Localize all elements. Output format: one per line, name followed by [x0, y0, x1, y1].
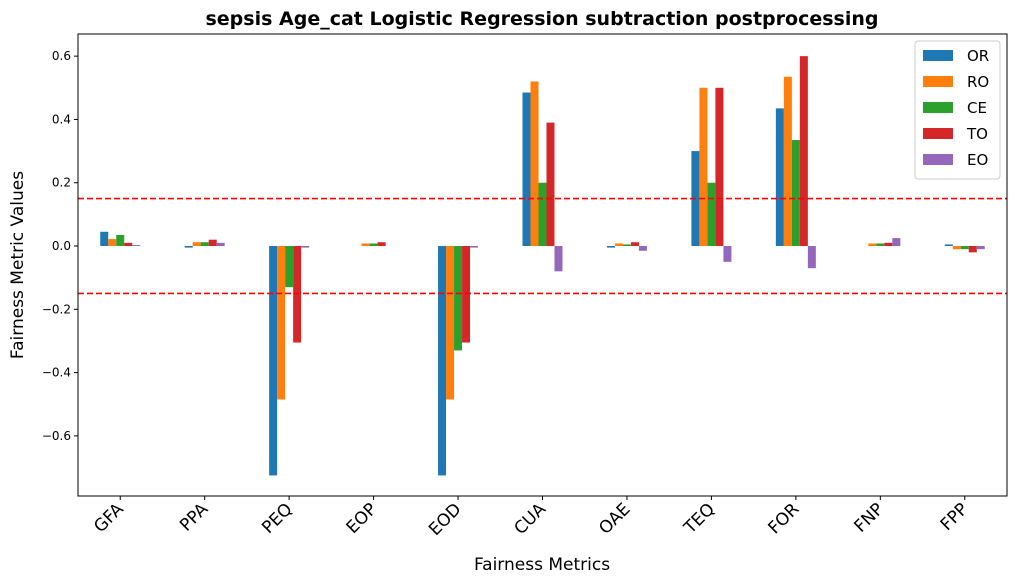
bar-ro-peq — [277, 246, 286, 400]
plot-area: 0.6 0.4 0.2 0.0 −0.2 −0.4 −0.6 GFA PPA PEQ EOP EOD C… — [42, 33, 1008, 540]
y-tick-label: −0.4 — [42, 366, 71, 380]
bar-ce-teq — [707, 182, 716, 247]
bar-ce-eod — [454, 246, 463, 351]
legend-label-to: TO — [966, 125, 988, 143]
bar-to-fpp — [968, 246, 977, 253]
x-tick-label-oae: OAE — [595, 499, 634, 538]
bar-to-oae — [630, 242, 639, 247]
bar-ro-teq — [699, 87, 708, 247]
bar-or-oae — [606, 246, 615, 248]
bar-to-cua — [546, 122, 555, 247]
x-tick-label-fnp: FNP — [851, 499, 888, 536]
legend-swatch-or — [923, 50, 953, 61]
bar-ce-gfa — [116, 234, 125, 247]
y-tick-label: 0.2 — [52, 176, 71, 190]
bar-or-peq — [269, 246, 278, 476]
bar-eo-gfa — [132, 245, 141, 247]
y-tick-label: −0.2 — [42, 302, 71, 316]
bar-eo-peq — [301, 246, 310, 248]
bar-ce-fnp — [876, 243, 885, 247]
bar-ce-peq — [285, 246, 294, 288]
x-tick-label-peq: PEQ — [258, 499, 296, 537]
bar-eo-fnp — [892, 238, 901, 247]
y-tick-label: 0.4 — [52, 112, 71, 126]
bar-eo-fpp — [976, 246, 985, 250]
bar-ro-eod — [446, 246, 455, 400]
x-tick-label-teq: TEQ — [680, 499, 719, 538]
bar-to-gfa — [124, 242, 133, 247]
legend: OR RO CE TO EO — [914, 40, 1001, 180]
legend-swatch-ro — [923, 76, 953, 87]
legend-swatch-ce — [923, 102, 953, 113]
legend-swatch-eo — [923, 154, 953, 165]
legend-label-ce: CE — [967, 99, 987, 117]
legend-label-ro: RO — [967, 73, 989, 91]
bar-eo-cua — [554, 246, 563, 272]
x-tick-label-gfa: GFA — [90, 499, 128, 537]
legend-label-or: OR — [967, 47, 989, 65]
bar-ce-cua — [538, 182, 547, 247]
bar-eo-oae — [638, 246, 647, 251]
bar-to-for — [799, 56, 808, 247]
bar-to-teq — [715, 87, 724, 247]
bar-eo-teq — [723, 246, 732, 262]
bar-ce-ppa — [200, 242, 209, 247]
bar-or-fpp — [944, 244, 953, 247]
y-tick-label: 0.6 — [52, 49, 71, 63]
bar-ro-gfa — [108, 239, 117, 247]
bar-ro-fpp — [952, 246, 961, 250]
bar-or-cua — [522, 92, 531, 247]
y-tick-label: 0.0 — [52, 239, 71, 253]
plot-frame — [77, 33, 1008, 497]
bar-ro-eop — [361, 243, 370, 247]
bar-or-for — [775, 108, 784, 247]
x-axis-label: Fairness Metrics — [474, 555, 610, 575]
bar-or-gfa — [100, 231, 109, 247]
bar-ro-oae — [614, 243, 623, 247]
x-tick-label-for: FOR — [765, 499, 804, 538]
bar-to-fnp — [884, 242, 893, 247]
bar-ce-oae — [622, 244, 631, 247]
legend-box — [914, 40, 1001, 180]
bar-eo-ppa — [216, 242, 225, 247]
bar-ce-for — [791, 140, 800, 247]
x-tick-label-eod: EOD — [425, 499, 465, 539]
legend-label-eo: EO — [967, 151, 988, 169]
bar-ce-eop — [369, 243, 378, 247]
x-tick-label-eop: EOP — [343, 499, 381, 537]
x-tick-label-fpp: FPP — [937, 499, 973, 535]
x-tick-label-ppa: PPA — [176, 499, 212, 535]
x-tick-label-cua: CUA — [510, 499, 550, 539]
bar-ro-cua — [530, 81, 539, 247]
bar-ce-fpp — [960, 246, 969, 250]
bar-ro-fnp — [868, 243, 877, 247]
chart-title: sepsis Age_cat Logistic Regression subtr… — [205, 8, 878, 30]
bar-eo-eod — [470, 246, 479, 248]
bar-or-eod — [438, 246, 447, 476]
bar-eo-for — [807, 246, 816, 269]
bar-to-eop — [377, 242, 386, 247]
legend-swatch-to — [923, 128, 953, 139]
bar-to-ppa — [208, 239, 217, 247]
bar-ro-ppa — [192, 242, 201, 247]
bar-or-ppa — [184, 246, 193, 248]
bar-ro-for — [783, 76, 792, 247]
y-tick-label: −0.6 — [42, 429, 71, 443]
y-axis-label: Fairness Metric Values — [8, 171, 28, 359]
